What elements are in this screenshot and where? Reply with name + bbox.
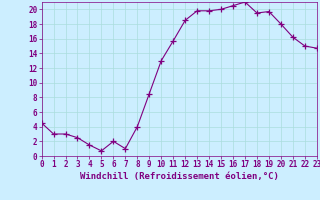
- X-axis label: Windchill (Refroidissement éolien,°C): Windchill (Refroidissement éolien,°C): [80, 172, 279, 181]
